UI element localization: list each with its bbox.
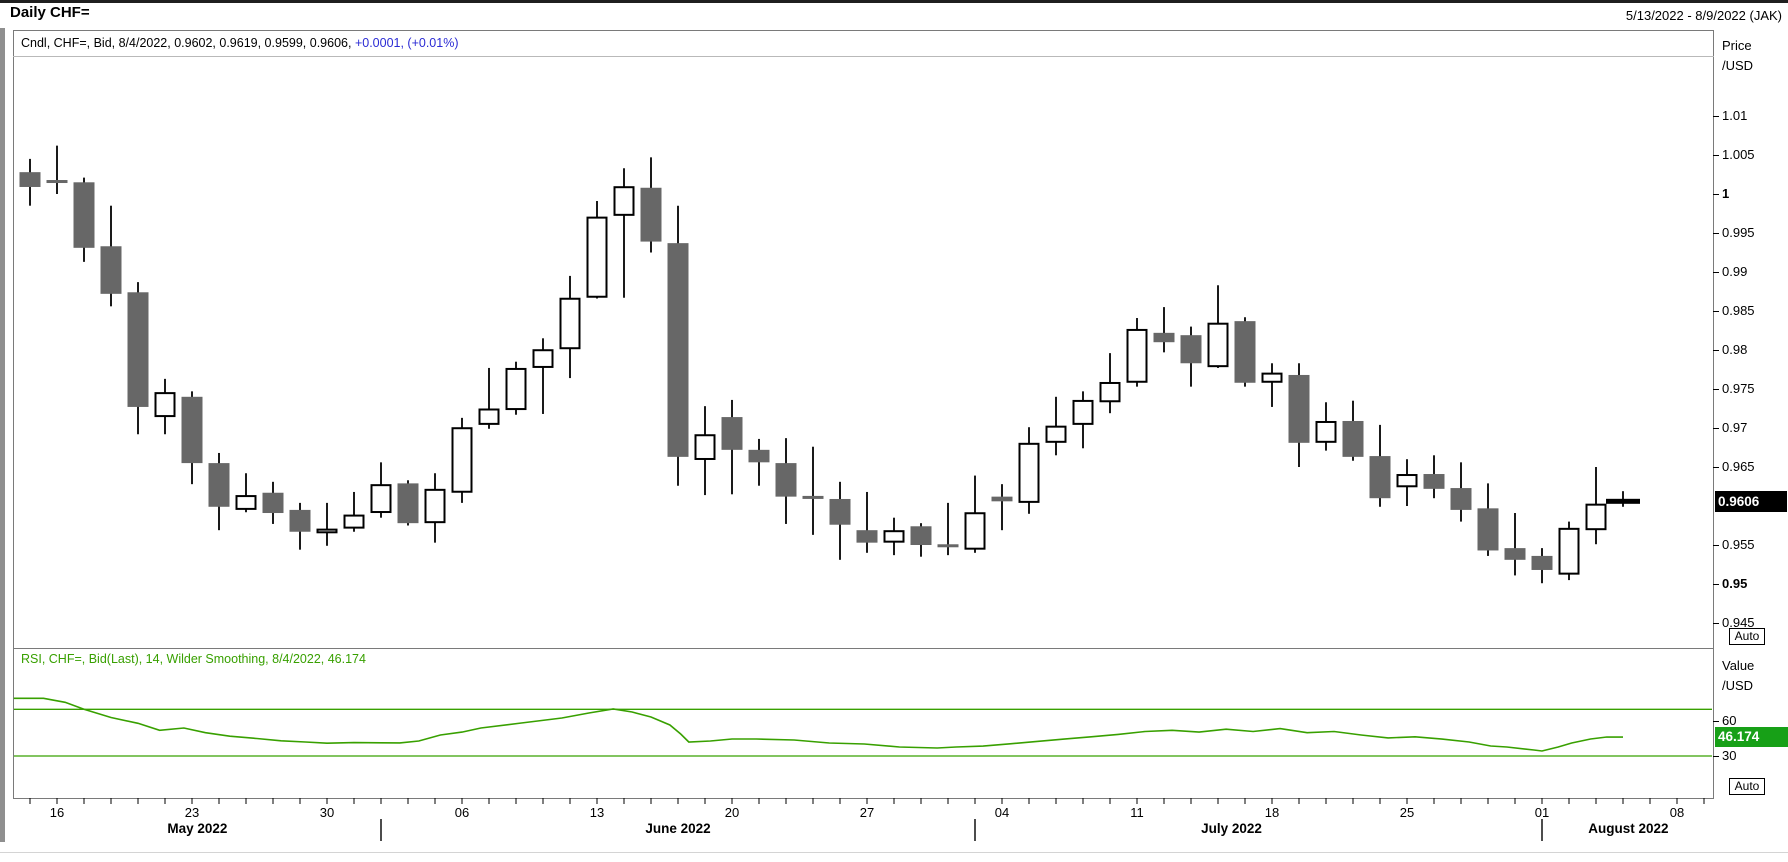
price-tick-label: 0.965	[1722, 459, 1755, 474]
rsi-axis-title: Value /USD	[1722, 658, 1755, 693]
rsi-tick-label: 30	[1722, 748, 1737, 763]
price-tick-mark	[1713, 544, 1719, 546]
price-tick-label: 0.98	[1722, 342, 1748, 357]
price-tick-label: 1.01	[1722, 108, 1748, 123]
price-tick-mark	[1713, 115, 1719, 117]
rsi-axis-auto-button[interactable]: Auto	[1729, 778, 1765, 795]
price-tick-label: 1.005	[1722, 147, 1755, 162]
price-legend-text: Cndl, CHF=, Bid, 8/4/2022, 0.9602, 0.961…	[21, 36, 352, 50]
price-tick-label: 0.995	[1722, 225, 1755, 240]
price-tick-mark	[1713, 154, 1719, 156]
rsi-legend[interactable]: RSI, CHF=, Bid(Last), 14, Wilder Smoothi…	[21, 652, 366, 666]
price-tick-label: 0.975	[1722, 381, 1755, 396]
price-tick-mark	[1713, 310, 1719, 312]
chart-title: Daily CHF=	[10, 4, 90, 21]
last-price-badge: 0.9606	[1715, 490, 1787, 512]
price-tick-mark	[1713, 271, 1719, 273]
price-tick-mark	[1713, 232, 1719, 234]
week-tick-label: 04	[994, 805, 1010, 820]
window-bottom-edge	[0, 852, 1788, 853]
price-legend[interactable]: Cndl, CHF=, Bid, 8/4/2022, 0.9602, 0.961…	[21, 36, 458, 50]
price-axis-auto-button[interactable]: Auto	[1729, 628, 1765, 645]
week-tick-label: 08	[1669, 805, 1685, 820]
price-tick-mark	[1713, 193, 1719, 195]
price-tick-mark	[1713, 583, 1719, 585]
rsi-value-badge: 46.174	[1715, 727, 1788, 748]
price-tick-mark	[1713, 388, 1719, 390]
price-tick-label: 0.97	[1722, 420, 1748, 435]
week-tick-label: 23	[184, 805, 200, 820]
price-axis-title: Price /USD	[1722, 38, 1754, 73]
price-tick-label: 0.99	[1722, 264, 1748, 279]
price-tick-mark	[1713, 622, 1719, 624]
price-panel[interactable]	[13, 30, 1714, 649]
rsi-panel[interactable]	[13, 648, 1714, 799]
price-tick-mark	[1713, 427, 1719, 429]
price-legend-change: +0.0001, (+0.01%)	[354, 36, 459, 50]
price-tick-label: 1	[1722, 186, 1730, 201]
price-legend-box	[13, 30, 1714, 57]
week-tick-label: 13	[589, 805, 605, 820]
window-top-edge	[0, 0, 1788, 3]
week-tick-label: 30	[319, 805, 335, 820]
window-left-edge	[0, 28, 5, 842]
rsi-tick-label: 60	[1722, 713, 1737, 728]
month-label: July 2022	[1201, 821, 1262, 836]
month-label: May 2022	[167, 821, 228, 836]
week-tick-label: 16	[49, 805, 65, 820]
price-tick-label: 0.95	[1722, 576, 1748, 591]
rsi-tick-mark	[1713, 720, 1719, 722]
price-tick-mark	[1713, 466, 1719, 468]
week-tick-label: 20	[724, 805, 740, 820]
rsi-tick-mark	[1713, 755, 1719, 757]
price-tick-label: 0.985	[1722, 303, 1755, 318]
month-label: August 2022	[1588, 821, 1669, 836]
month-label: June 2022	[645, 821, 711, 836]
week-tick-label: 06	[454, 805, 470, 820]
price-tick-label: 0.955	[1722, 537, 1755, 552]
week-tick-label: 25	[1399, 805, 1415, 820]
price-tick-mark	[1713, 349, 1719, 351]
week-tick-label: 11	[1130, 805, 1144, 820]
week-tick-label: 01	[1534, 805, 1550, 820]
price-tick-label: 0.945	[1722, 615, 1755, 630]
week-tick-label: 18	[1264, 805, 1280, 820]
date-range-label: 5/13/2022 - 8/9/2022 (JAK)	[1625, 8, 1782, 23]
week-tick-label: 27	[859, 805, 875, 820]
